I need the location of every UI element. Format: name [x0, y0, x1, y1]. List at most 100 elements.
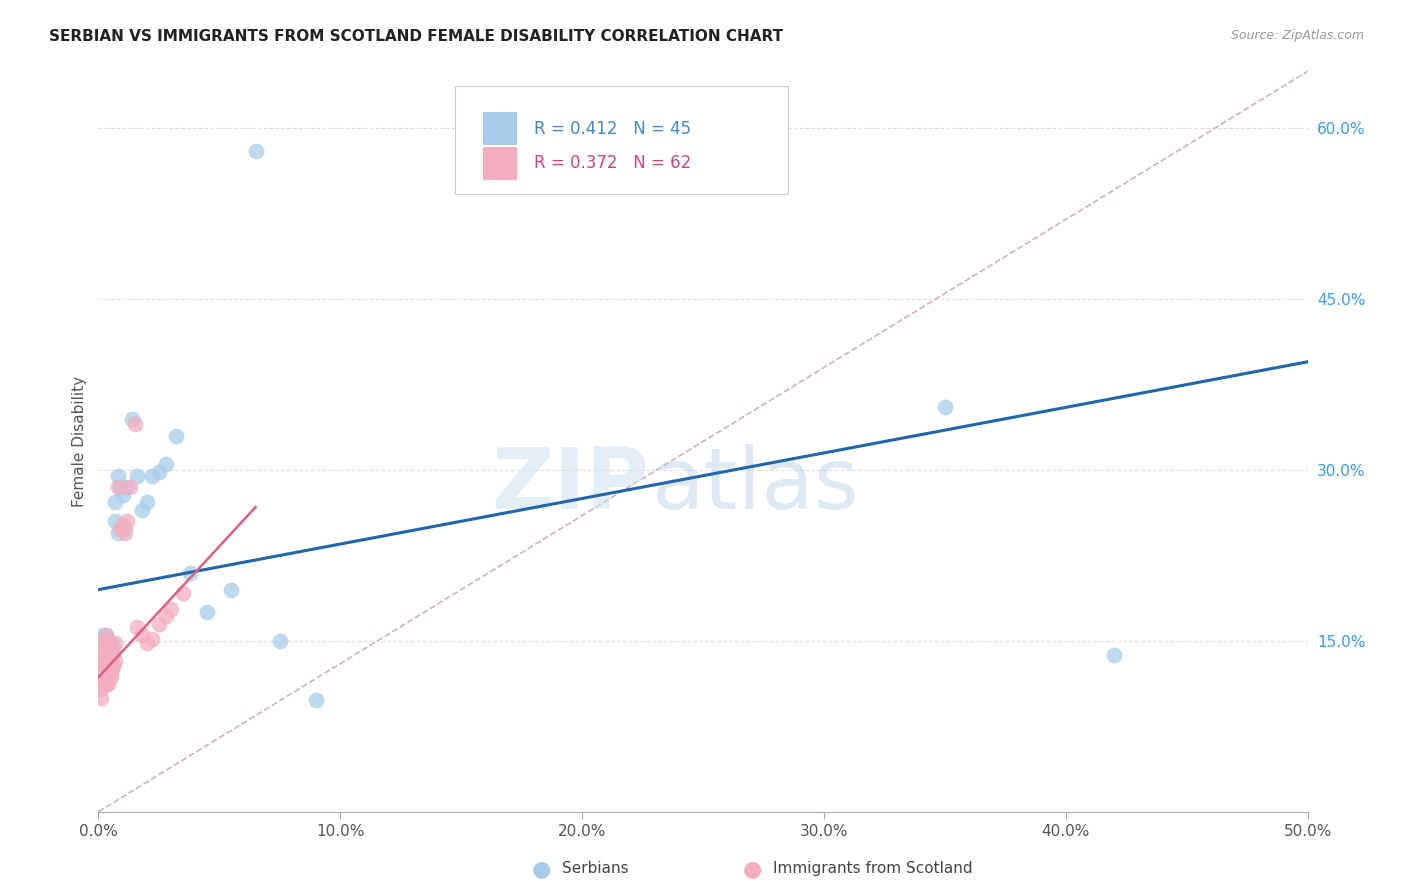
- Text: R = 0.412   N = 45: R = 0.412 N = 45: [534, 120, 690, 137]
- Point: [90, 659, 112, 673]
- Point: [111, 517, 134, 532]
- Point: [97, 645, 120, 659]
- Point: [91, 651, 114, 665]
- Point: [94, 640, 117, 654]
- Point: [131, 628, 153, 642]
- Point: [195, 606, 218, 620]
- Point: [100, 636, 122, 650]
- Point: [148, 465, 170, 479]
- Point: [90, 651, 112, 665]
- Point: [91, 665, 114, 680]
- Point: [101, 659, 124, 673]
- Point: [90, 643, 112, 657]
- Point: [111, 488, 134, 502]
- Point: [104, 654, 127, 668]
- Point: [94, 628, 117, 642]
- Point: [155, 458, 177, 472]
- Text: R = 0.372   N = 62: R = 0.372 N = 62: [534, 154, 690, 172]
- Point: [91, 636, 114, 650]
- Point: [101, 648, 124, 662]
- Point: [90, 654, 112, 668]
- Point: [97, 662, 120, 676]
- Point: [90, 677, 112, 691]
- Point: [118, 480, 141, 494]
- Point: [94, 648, 117, 662]
- Point: [101, 640, 124, 654]
- Point: [97, 633, 120, 648]
- Point: [104, 495, 127, 509]
- Point: [141, 468, 163, 483]
- Point: [124, 417, 146, 432]
- Point: [94, 649, 117, 664]
- Text: ●: ●: [531, 859, 551, 879]
- Text: Source: ZipAtlas.com: Source: ZipAtlas.com: [1230, 29, 1364, 42]
- Point: [179, 566, 201, 580]
- Point: [94, 628, 117, 642]
- Point: [104, 514, 127, 528]
- Point: [160, 602, 183, 616]
- Point: [107, 480, 129, 494]
- Point: [91, 662, 114, 676]
- Point: [934, 401, 956, 415]
- Point: [101, 645, 124, 659]
- Point: [90, 670, 112, 684]
- Point: [94, 670, 117, 684]
- Point: [269, 633, 291, 648]
- Point: [131, 503, 153, 517]
- Text: ●: ●: [742, 859, 762, 879]
- Point: [141, 632, 163, 646]
- Y-axis label: Female Disability: Female Disability: [72, 376, 87, 508]
- Point: [121, 411, 143, 425]
- Point: [108, 480, 131, 494]
- Point: [221, 582, 243, 597]
- Point: [100, 648, 122, 662]
- Point: [94, 643, 117, 657]
- Point: [94, 636, 117, 650]
- Point: [165, 429, 187, 443]
- Point: [155, 608, 177, 623]
- Point: [100, 659, 122, 673]
- Point: [100, 665, 122, 680]
- Point: [245, 144, 267, 158]
- Point: [127, 620, 149, 634]
- FancyBboxPatch shape: [482, 112, 517, 145]
- Point: [100, 659, 122, 673]
- Point: [97, 670, 120, 684]
- Point: [127, 468, 149, 483]
- Point: [97, 654, 120, 668]
- Point: [94, 677, 117, 691]
- Point: [101, 659, 124, 673]
- Point: [94, 654, 117, 668]
- Point: [94, 640, 117, 654]
- Point: [104, 636, 127, 650]
- Point: [305, 693, 328, 707]
- Point: [94, 651, 117, 665]
- Point: [91, 677, 114, 691]
- Point: [97, 677, 120, 691]
- Point: [91, 654, 114, 668]
- Point: [1102, 648, 1125, 662]
- Point: [91, 645, 114, 659]
- Point: [91, 670, 114, 684]
- Point: [90, 681, 112, 696]
- Text: Immigrants from Scotland: Immigrants from Scotland: [773, 862, 973, 876]
- Point: [108, 522, 131, 536]
- Text: Serbians: Serbians: [562, 862, 628, 876]
- Text: atlas: atlas: [652, 444, 860, 527]
- Point: [107, 525, 129, 540]
- Text: ZIP: ZIP: [491, 444, 648, 527]
- Point: [114, 522, 136, 536]
- Point: [90, 665, 112, 680]
- Point: [148, 616, 170, 631]
- Point: [90, 640, 112, 654]
- Point: [107, 468, 129, 483]
- Point: [97, 645, 120, 659]
- Point: [94, 665, 117, 680]
- Point: [90, 690, 112, 705]
- Point: [97, 659, 120, 673]
- Point: [100, 651, 122, 665]
- Point: [90, 648, 112, 662]
- Point: [91, 654, 114, 668]
- Point: [97, 657, 120, 671]
- Point: [100, 670, 122, 684]
